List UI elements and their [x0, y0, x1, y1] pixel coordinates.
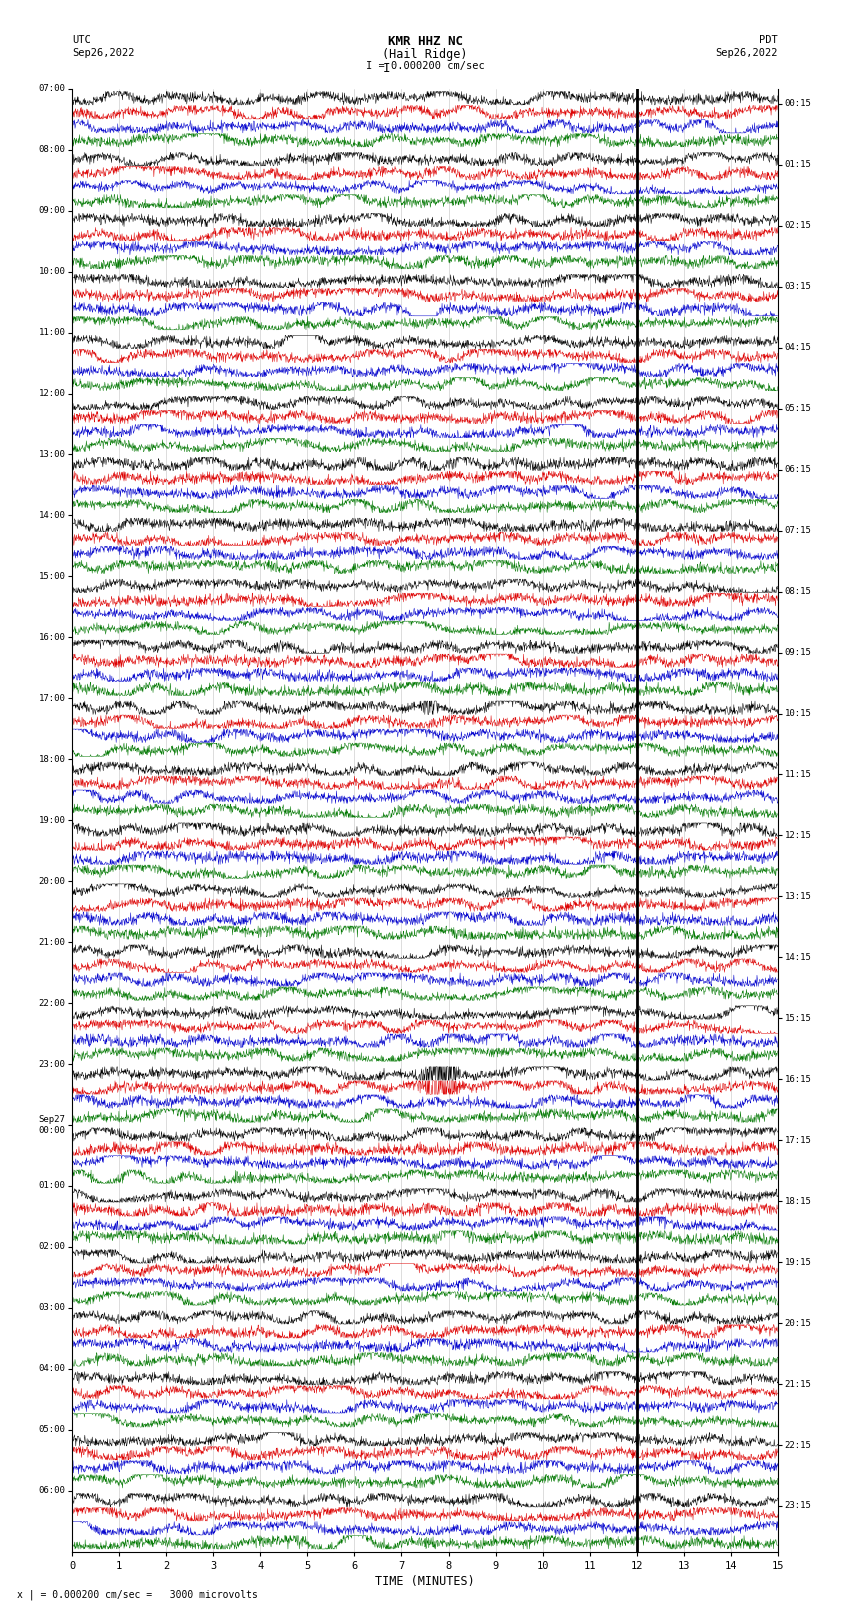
Text: (Hail Ridge): (Hail Ridge)	[382, 48, 468, 61]
Text: Sep26,2022: Sep26,2022	[715, 48, 778, 58]
Text: I: I	[383, 63, 390, 76]
Text: UTC: UTC	[72, 35, 91, 45]
X-axis label: TIME (MINUTES): TIME (MINUTES)	[375, 1574, 475, 1587]
Text: PDT: PDT	[759, 35, 778, 45]
Text: x | = 0.000200 cm/sec =   3000 microvolts: x | = 0.000200 cm/sec = 3000 microvolts	[17, 1589, 258, 1600]
Text: I = 0.000200 cm/sec: I = 0.000200 cm/sec	[366, 61, 484, 71]
Text: KMR HHZ NC: KMR HHZ NC	[388, 35, 462, 48]
Text: Sep26,2022: Sep26,2022	[72, 48, 135, 58]
